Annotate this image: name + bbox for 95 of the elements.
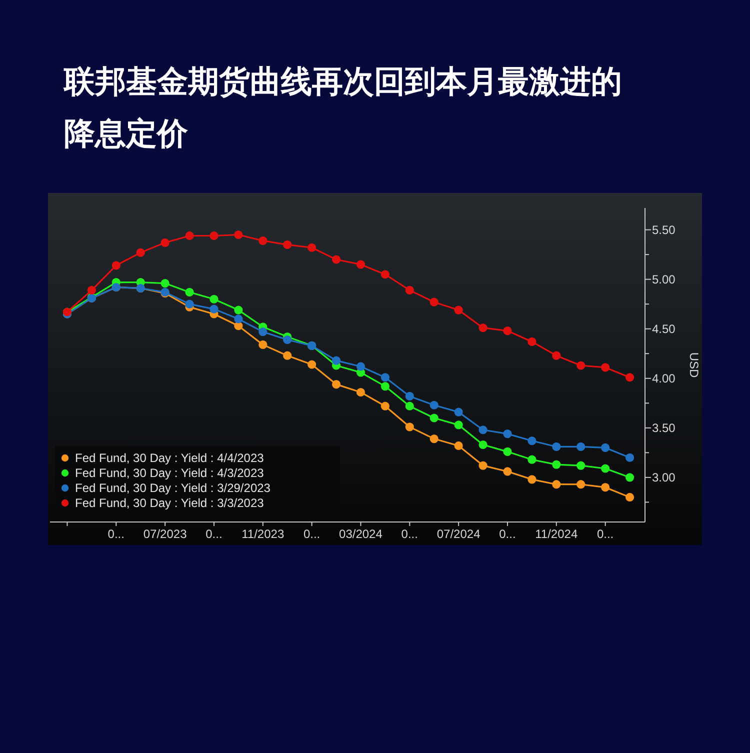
point bbox=[503, 430, 512, 438]
point bbox=[625, 492, 634, 502]
ytick: 4.00 bbox=[652, 371, 676, 386]
point bbox=[552, 351, 561, 360]
point bbox=[185, 288, 194, 296]
ytick: 3.00 bbox=[652, 470, 676, 484]
point bbox=[258, 328, 268, 336]
point bbox=[160, 278, 170, 288]
point bbox=[454, 408, 463, 416]
point bbox=[210, 231, 218, 240]
point bbox=[405, 402, 414, 410]
point bbox=[552, 480, 561, 489]
point bbox=[503, 326, 512, 336]
point bbox=[528, 337, 536, 346]
point bbox=[576, 442, 586, 452]
point bbox=[430, 414, 438, 422]
point bbox=[380, 373, 390, 382]
point bbox=[308, 243, 316, 252]
point bbox=[576, 361, 586, 370]
point bbox=[405, 392, 414, 400]
point bbox=[380, 270, 390, 279]
point bbox=[234, 230, 243, 240]
point bbox=[478, 324, 488, 332]
point bbox=[576, 480, 586, 489]
point bbox=[601, 483, 610, 492]
point bbox=[380, 382, 390, 391]
point bbox=[430, 400, 438, 410]
point bbox=[528, 475, 536, 484]
legend-label: Fed Fund, 30 Day : Yield : 4/3/2023 bbox=[75, 466, 264, 480]
point bbox=[528, 436, 536, 446]
point bbox=[380, 402, 390, 410]
point bbox=[87, 286, 96, 295]
xtick: 11/2023 bbox=[242, 527, 284, 541]
ylabel: USD bbox=[687, 352, 701, 378]
point bbox=[430, 298, 438, 306]
xtick: 0... bbox=[596, 527, 614, 541]
point bbox=[356, 260, 366, 269]
xtick: 0... bbox=[499, 527, 516, 541]
point bbox=[552, 460, 561, 469]
point bbox=[185, 300, 194, 308]
xtick: 07/2024 bbox=[436, 527, 480, 541]
point bbox=[601, 464, 610, 473]
point bbox=[356, 388, 366, 397]
xtick: 0... bbox=[206, 527, 222, 541]
point bbox=[258, 236, 268, 245]
point bbox=[283, 335, 292, 344]
point bbox=[625, 373, 634, 382]
point bbox=[332, 380, 341, 389]
xtick: 0... bbox=[401, 527, 418, 541]
point bbox=[136, 248, 145, 257]
point bbox=[210, 304, 218, 314]
ytick: 3.50 bbox=[652, 420, 676, 435]
point bbox=[454, 306, 463, 314]
point bbox=[552, 442, 561, 452]
ytick: 4.50 bbox=[652, 322, 676, 336]
point bbox=[112, 261, 120, 270]
point bbox=[454, 420, 463, 430]
legend-label: Fed Fund, 30 Day : Yield : 4/4/2023 bbox=[75, 451, 264, 465]
point bbox=[454, 441, 463, 450]
point bbox=[625, 453, 634, 462]
point bbox=[405, 422, 414, 432]
ytick: 5.50 bbox=[652, 222, 676, 237]
legend-label: Fed Fund, 30 Day : Yield : 3/3/2023 bbox=[75, 496, 264, 510]
point bbox=[503, 467, 512, 476]
point bbox=[283, 240, 292, 249]
point bbox=[332, 255, 341, 264]
point bbox=[601, 443, 610, 452]
point bbox=[332, 356, 341, 365]
point bbox=[356, 362, 366, 371]
xtick: 0... bbox=[108, 527, 124, 541]
point bbox=[478, 440, 488, 450]
point bbox=[478, 461, 488, 470]
point bbox=[308, 360, 316, 369]
xtick: 11/2024 bbox=[535, 527, 578, 541]
xtick: 07/2023 bbox=[143, 527, 187, 541]
title: 联邦基金期货曲线再次回到本月最激进的降息定价 bbox=[64, 64, 622, 151]
legend-label: Fed Fund, 30 Day : Yield : 3/29/2023 bbox=[75, 481, 271, 495]
xtick: 03/2024 bbox=[339, 527, 382, 541]
point bbox=[405, 286, 414, 295]
point bbox=[478, 426, 488, 434]
point bbox=[160, 238, 170, 247]
xtick: 0... bbox=[303, 527, 320, 541]
point bbox=[283, 351, 292, 360]
point bbox=[503, 447, 512, 456]
point bbox=[234, 314, 243, 324]
point bbox=[576, 461, 586, 470]
point bbox=[601, 363, 610, 372]
point bbox=[185, 231, 194, 240]
point bbox=[234, 306, 243, 314]
ytick: 5.00 bbox=[652, 272, 676, 286]
point bbox=[258, 340, 268, 349]
point bbox=[528, 455, 536, 464]
point bbox=[625, 473, 634, 482]
point bbox=[210, 294, 218, 304]
point bbox=[430, 434, 438, 444]
